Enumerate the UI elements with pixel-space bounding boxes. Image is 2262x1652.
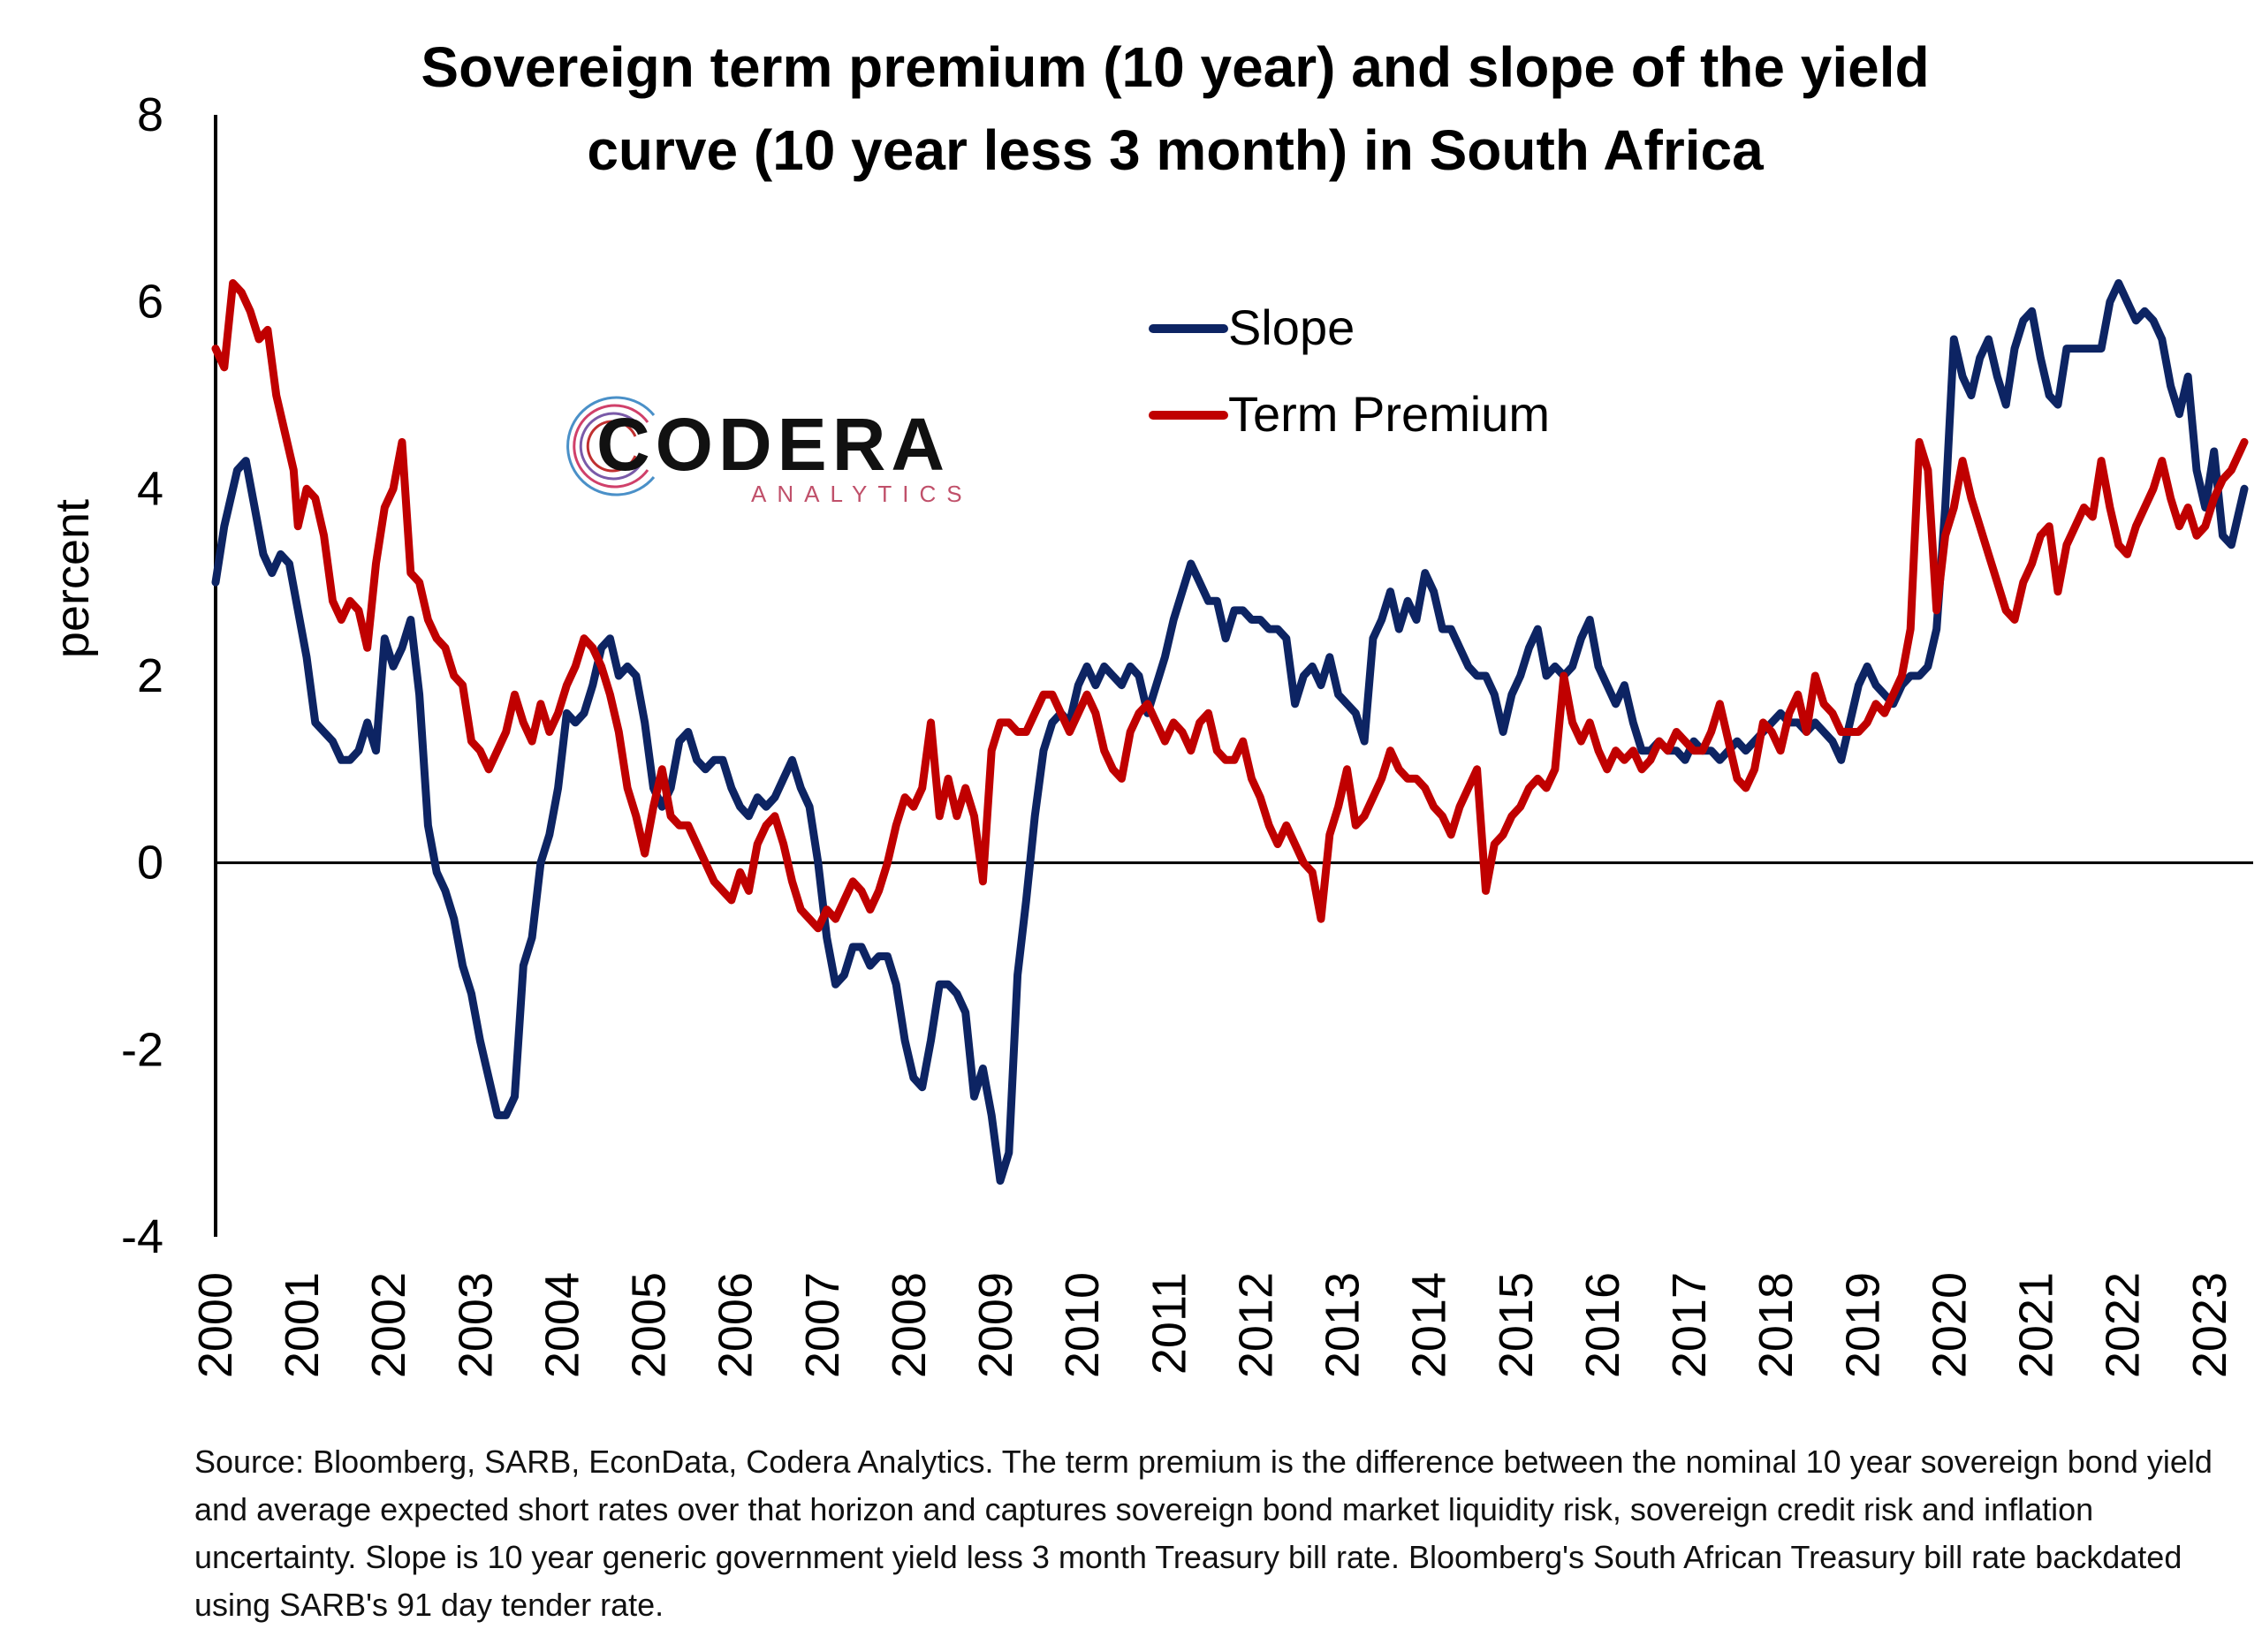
chart-title-line-1: Sovereign term premium (10 year) and slo…: [421, 35, 1929, 99]
legend-label-term-premium: Term Premium: [1228, 386, 1550, 442]
logo-mark-icon: [566, 396, 656, 496]
x-tick-label: 2020: [1923, 1272, 1976, 1378]
y-tick-label: 2: [137, 649, 163, 702]
y-tick-label: -4: [121, 1210, 163, 1263]
x-tick-label: 2016: [1576, 1272, 1629, 1378]
chart-title-line-2: curve (10 year less 3 month) in South Af…: [587, 118, 1764, 182]
x-tick-label: 2008: [883, 1272, 936, 1378]
y-tick-label: 6: [137, 276, 163, 329]
x-tick-label: 2015: [1490, 1272, 1543, 1378]
x-tick-label: 2012: [1229, 1272, 1282, 1378]
x-tick-label: 2011: [1142, 1272, 1196, 1375]
x-tick-label: 2007: [796, 1272, 849, 1378]
y-tick-label: 4: [137, 462, 163, 515]
x-tick-label: 2004: [535, 1272, 588, 1378]
x-tick-label: 2009: [969, 1272, 1022, 1378]
x-tick-label: 2022: [2097, 1272, 2150, 1378]
y-tick-label: -2: [121, 1023, 163, 1076]
logo-name: CODERA: [596, 403, 950, 486]
x-tick-label: 2019: [1836, 1272, 1889, 1378]
x-tick-label: 2000: [189, 1272, 242, 1378]
x-tick-labels: 2000 2001 2002 2003 2004 2005 2006 2007 2008 2009…: [189, 1272, 2236, 1378]
y-tick-label: 8: [137, 88, 163, 141]
codera-logo: CODERA ANALYTICS: [566, 396, 973, 507]
logo-subtitle: ANALYTICS: [751, 481, 973, 507]
x-tick-label: 2010: [1056, 1272, 1109, 1378]
x-tick-label: 2003: [449, 1272, 502, 1378]
x-tick-label: 2021: [2010, 1272, 2063, 1378]
y-axis-title: percent: [46, 499, 99, 658]
legend-label-slope: Slope: [1228, 299, 1355, 355]
x-tick-label: 2002: [362, 1272, 415, 1378]
source-note: Source: Bloomberg, SARB, EconData, Coder…: [194, 1444, 2213, 1623]
y-tick-labels: 8 6 4 2 0 -2 -4: [121, 88, 163, 1263]
legend: Slope Term Premium: [1149, 299, 1550, 442]
series-lines: [211, 279, 2249, 1185]
x-tick-label: 2023: [2183, 1272, 2236, 1378]
series-line-slope: [211, 279, 2249, 1185]
x-tick-label: 2014: [1403, 1272, 1456, 1378]
x-tick-label: 2001: [276, 1272, 329, 1378]
x-tick-label: 2013: [1317, 1272, 1370, 1378]
series-line-term-premium: [211, 279, 2249, 933]
x-tick-label: 2006: [710, 1272, 763, 1378]
x-tick-label: 2005: [623, 1272, 676, 1378]
x-tick-label: 2017: [1663, 1272, 1716, 1378]
y-tick-label: 0: [137, 837, 163, 890]
x-tick-label: 2018: [1750, 1272, 1803, 1378]
